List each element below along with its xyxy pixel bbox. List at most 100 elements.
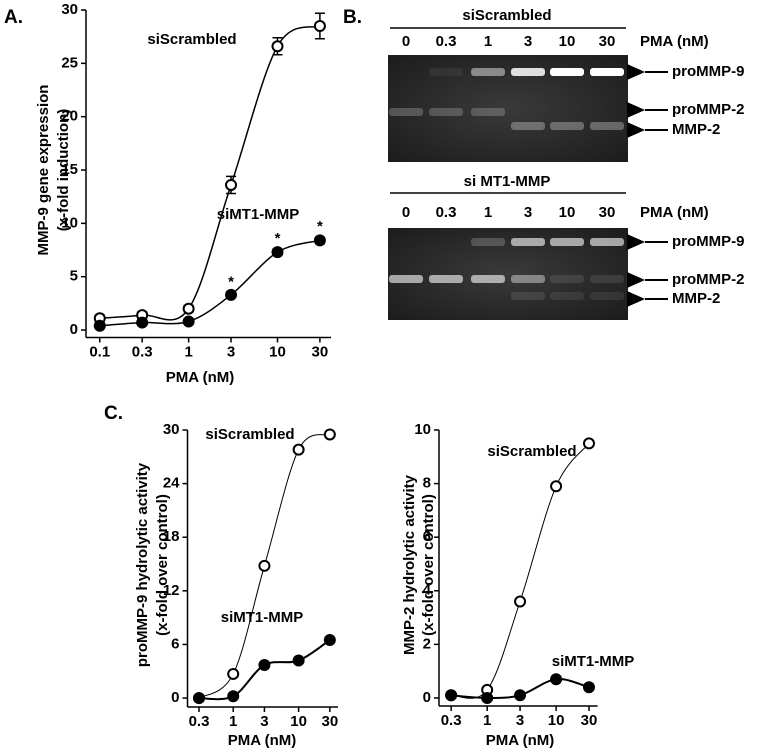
series-label: siMT1-MMP (552, 653, 635, 670)
panel-label: B. (343, 7, 362, 28)
data-point (445, 689, 458, 702)
band-label: proMMP-9 (672, 233, 745, 250)
lane-label: 0 (402, 204, 410, 221)
x-tick-label: 3 (516, 712, 524, 729)
y-tick-label: 6 (171, 635, 179, 652)
x-tick-label: 30 (321, 713, 338, 730)
y-tick-label: 2 (423, 635, 431, 652)
gel-image (388, 228, 628, 320)
series-label: siMT1-MMP (217, 206, 300, 223)
x-tick-label: 0.3 (189, 713, 210, 730)
series-label: siScrambled (205, 426, 294, 443)
x-tick-label: 1 (483, 712, 491, 729)
y-tick-label: 20 (61, 108, 78, 125)
x-tick-label: 3 (227, 343, 235, 360)
y-tick-label: 6 (423, 528, 431, 545)
y-tick-label: 30 (61, 1, 78, 18)
y-axis-label: MMP-2 hydrolytic activity (401, 474, 418, 655)
gel-band (511, 68, 545, 76)
gel-band (550, 275, 584, 283)
x-tick-label: 1 (229, 713, 237, 730)
y-tick-label: 5 (70, 268, 78, 285)
lane-label: 10 (559, 33, 576, 50)
gel-band (550, 292, 584, 300)
significance-mark: * (228, 274, 234, 291)
lane-unit: PMA (nM) (640, 204, 709, 221)
data-point (271, 246, 284, 259)
x-tick-label: 1 (184, 343, 192, 360)
band-label: proMMP-2 (672, 271, 745, 288)
data-point (323, 633, 336, 646)
data-point (136, 316, 149, 329)
significance-mark: * (317, 218, 323, 235)
data-point (481, 691, 494, 704)
x-axis-label: PMA (nM) (228, 732, 297, 749)
gel-band (511, 275, 545, 283)
gel-band (590, 122, 624, 130)
data-point (313, 20, 326, 33)
x-tick-label: 10 (290, 713, 307, 730)
y-axis-label: proMMP-9 hydrolytic activity (134, 462, 151, 667)
data-point (93, 319, 106, 332)
y-tick-label: 0 (171, 689, 179, 706)
data-point (182, 302, 195, 315)
data-point (313, 234, 326, 247)
significance-mark: * (275, 230, 281, 247)
series-label: siScrambled (147, 31, 236, 48)
gel-band (550, 238, 584, 246)
gel-band (471, 275, 505, 283)
gel-image (388, 55, 628, 162)
data-point (182, 315, 195, 328)
gel-band (429, 68, 463, 76)
x-tick-label: 0.1 (89, 343, 110, 360)
data-point (514, 689, 527, 702)
y-tick-label: 0 (70, 321, 78, 338)
data-point (225, 288, 238, 301)
gel-band (590, 275, 624, 283)
gel-title: siScrambled (462, 7, 551, 24)
gel-band (550, 122, 584, 130)
data-point (550, 673, 563, 686)
y-tick-label: 4 (423, 582, 432, 599)
lane-label: 30 (599, 204, 616, 221)
x-tick-label: 10 (269, 343, 286, 360)
series-label: siScrambled (487, 443, 576, 460)
band-label: proMMP-9 (672, 63, 745, 80)
series-line (99, 25, 321, 321)
lane-unit: PMA (nM) (640, 33, 709, 50)
gel-band (590, 68, 624, 76)
lane-label: 0.3 (436, 33, 457, 50)
band-label: proMMP-2 (672, 101, 745, 118)
y-tick-label: 18 (163, 528, 180, 545)
gel-band (511, 238, 545, 246)
y-tick-label: 8 (423, 475, 431, 492)
data-point (323, 428, 336, 441)
data-point (193, 692, 206, 705)
lane-label: 30 (599, 33, 616, 50)
data-point (582, 681, 595, 694)
gel-band (471, 68, 505, 76)
lane-label: 3 (524, 33, 532, 50)
data-point (292, 443, 305, 456)
data-point (225, 178, 238, 191)
data-point (227, 667, 240, 680)
data-point (258, 559, 271, 572)
band-label: MMP-2 (672, 290, 720, 307)
lane-label: 1 (484, 204, 492, 221)
lane-label: 0 (402, 33, 410, 50)
x-tick-label: 0.3 (441, 712, 462, 729)
gel-band (590, 292, 624, 300)
lane-label: 3 (524, 204, 532, 221)
y-tick-label: 10 (414, 421, 431, 438)
y-tick-label: 24 (163, 475, 180, 492)
y-axis-label: (x-fold over control) (154, 494, 171, 636)
data-point (271, 40, 284, 53)
x-tick-label: 30 (312, 343, 329, 360)
x-axis-label: PMA (nM) (486, 732, 555, 749)
data-point (292, 654, 305, 667)
y-tick-label: 25 (61, 54, 78, 71)
series-label: siMT1-MMP (221, 609, 304, 626)
y-tick-label: 15 (61, 161, 78, 178)
lane-label: 10 (559, 204, 576, 221)
